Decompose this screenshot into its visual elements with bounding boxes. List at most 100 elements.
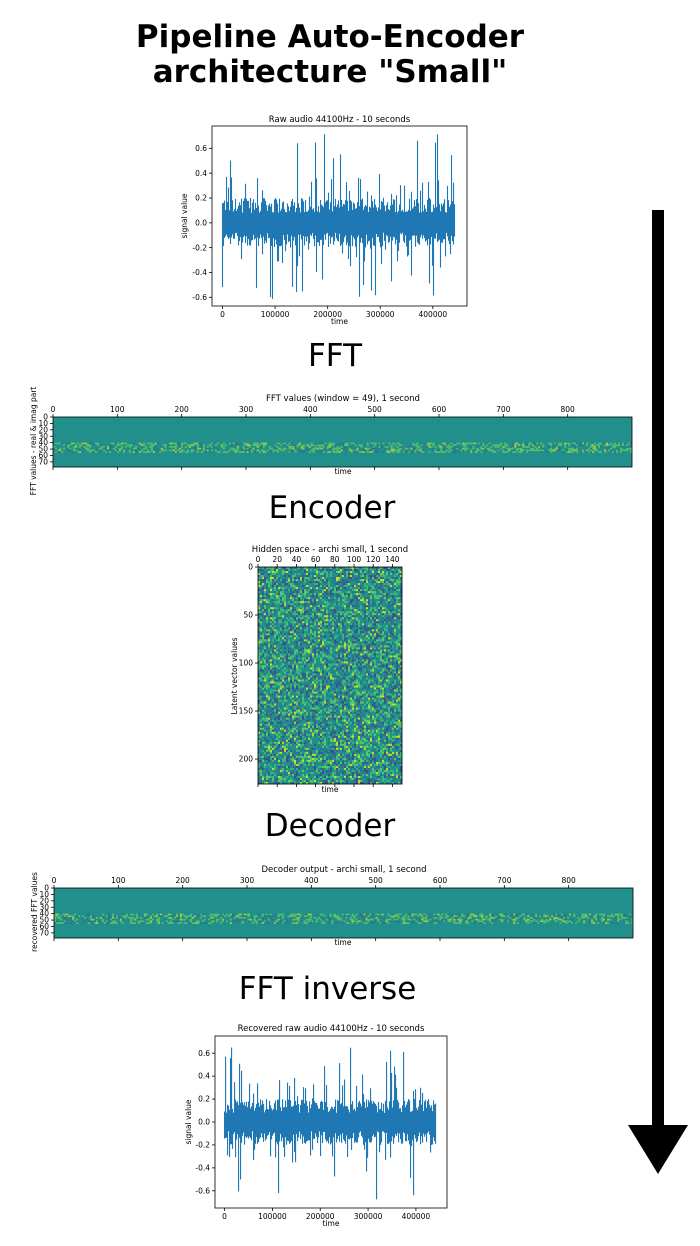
heatmap-cell: [272, 649, 275, 652]
heatmap-cell: [486, 447, 489, 450]
heatmap-cell: [274, 673, 277, 676]
heatmap-cell: [118, 446, 122, 448]
heatmap-cell: [276, 611, 279, 614]
heatmap-cell: [160, 449, 164, 452]
heatmap-cell: [618, 449, 621, 452]
heatmap-cell: [440, 449, 443, 452]
heatmap-cell: [268, 715, 271, 718]
chart-raw-xlabel: time: [331, 317, 348, 326]
heatmap-cell: [568, 449, 571, 452]
heatmap-cell: [272, 715, 275, 718]
heatmap-cell: [374, 444, 377, 447]
heatmap-cell: [264, 713, 267, 716]
heatmap-cell: [150, 446, 154, 448]
heatmap-cell: [260, 587, 263, 590]
heatmap-cell: [292, 446, 295, 448]
heatmap-cell: [274, 689, 277, 692]
heatmap-cell: [298, 442, 301, 445]
heatmap-cell: [258, 781, 261, 785]
heatmap-cell: [314, 446, 317, 448]
heatmap-cell: [270, 651, 273, 654]
heatmap-cell: [270, 709, 273, 712]
heatmap-cell: [270, 609, 273, 612]
heatmap-cell: [286, 683, 289, 686]
heatmap-cell: [276, 749, 279, 753]
heatmap-cell: [262, 699, 265, 702]
x-tick-label: 600: [432, 405, 447, 414]
heatmap-cell: [278, 605, 281, 608]
heatmap-cell: [74, 447, 78, 450]
heatmap-cell: [282, 739, 285, 743]
heatmap-cell: [282, 587, 285, 590]
heatmap-cell: [280, 685, 283, 688]
heatmap-cell: [356, 447, 359, 450]
heatmap-cell: [286, 585, 289, 588]
heatmap-cell: [262, 587, 265, 590]
heatmap-cell: [160, 446, 164, 448]
heatmap-cell: [272, 685, 275, 688]
heatmap-cell: [284, 444, 287, 447]
heatmap-cell: [398, 449, 401, 452]
heatmap-cell: [200, 451, 203, 453]
heatmap-cell: [266, 633, 269, 636]
heatmap-cell: [380, 442, 383, 445]
heatmap-cell: [258, 665, 261, 668]
heatmap-cell: [274, 751, 277, 755]
heatmap-cell: [276, 763, 279, 767]
heatmap-cell: [524, 446, 527, 448]
heatmap-cell: [82, 446, 86, 448]
heatmap-cell: [270, 707, 273, 710]
heatmap-cell: [328, 451, 331, 453]
heatmap-cell: [268, 605, 271, 608]
heatmap-cell: [274, 583, 277, 586]
heatmap-cell: [270, 665, 273, 668]
heatmap-cell: [272, 761, 275, 765]
heatmap-cell: [274, 444, 277, 447]
heatmap-cell: [264, 769, 267, 773]
heatmap-cell: [274, 639, 277, 642]
heatmap-cell: [268, 735, 271, 738]
heatmap-cell: [270, 583, 273, 586]
heatmap-cell: [108, 444, 112, 447]
heatmap-cell: [530, 449, 533, 452]
heatmap-cell: [278, 773, 281, 777]
heatmap-cell: [260, 627, 263, 630]
heatmap-cell: [272, 599, 275, 602]
heatmap-cell: [600, 451, 603, 453]
heatmap-cell: [258, 619, 261, 622]
heatmap-cell: [260, 631, 263, 634]
heatmap-cell: [376, 451, 379, 453]
heatmap-cell: [270, 727, 273, 730]
heatmap-cell: [282, 577, 285, 580]
heatmap-cell: [274, 723, 277, 726]
heatmap-cell: [372, 449, 375, 452]
heatmap-cell: [166, 446, 169, 448]
heatmap-cell: [282, 671, 285, 674]
heatmap-cell: [578, 447, 581, 450]
heatmap-cell: [260, 635, 263, 638]
heatmap-cell: [168, 442, 171, 445]
heatmap-cell: [270, 719, 273, 722]
heatmap-cell: [274, 442, 277, 445]
heatmap-cell: [56, 451, 60, 453]
heatmap-cell: [278, 777, 281, 781]
heatmap-cell: [268, 579, 271, 582]
y-tick-label: 0.0: [195, 218, 207, 227]
heatmap-cell: [398, 447, 401, 450]
heatmap-cell: [198, 446, 201, 448]
heatmap-cell: [540, 449, 543, 452]
heatmap-cell: [580, 444, 583, 447]
heatmap-cell: [274, 669, 277, 672]
heatmap-cell: [262, 657, 265, 660]
heatmap-cell: [272, 679, 275, 682]
heatmap-cell: [270, 605, 273, 608]
heatmap-cell: [280, 725, 283, 728]
heatmap-cell: [262, 693, 265, 696]
heatmap-cell: [262, 687, 265, 690]
heatmap-cell: [272, 629, 275, 632]
heatmap-cell: [134, 449, 138, 452]
heatmap-cell: [262, 649, 265, 652]
heatmap-cell: [266, 579, 269, 582]
heatmap-cell: [264, 615, 267, 618]
heatmap-cell: [162, 449, 166, 452]
